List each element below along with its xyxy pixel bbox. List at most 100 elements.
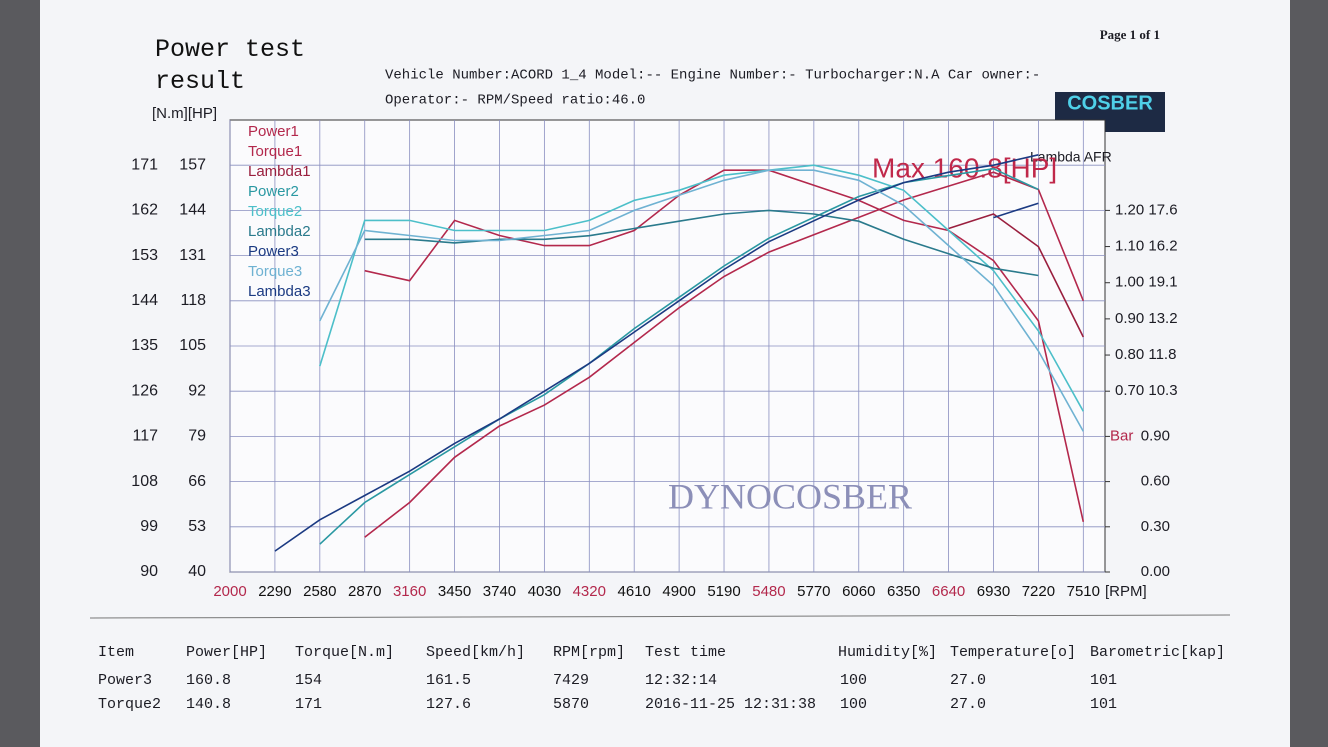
table-header: Power[HP] [186, 644, 267, 661]
table-cell: 2016-11-25 12:31:38 [645, 696, 816, 713]
lambda-tick-label: 0.80 11.8 [1115, 346, 1176, 363]
y-tick-label: 118 [180, 292, 206, 309]
legend-entry: Torque1 [248, 143, 302, 160]
x-tick-label: 4030 [528, 583, 561, 600]
table-cell: 154 [295, 672, 322, 689]
table-cell: 100 [840, 672, 867, 689]
y2-tick-label: 99 [140, 518, 158, 535]
series-line [319, 169, 1084, 432]
y2-tick-label: 90 [140, 563, 158, 580]
legend-entry: Power1 [248, 123, 299, 140]
right-unit-label: Lambda AFR [1030, 149, 1112, 165]
logo: COSBER [1067, 92, 1153, 114]
table-cell: 7429 [553, 672, 589, 689]
legend-entry: Power2 [248, 183, 299, 200]
x-tick-label: 5770 [797, 583, 830, 600]
legend-entry: Torque3 [248, 263, 302, 280]
x-tick-label: 7510 [1067, 583, 1100, 600]
table-header: Barometric[kap] [1090, 644, 1225, 661]
table-cell: 161.5 [426, 672, 471, 689]
series-line [948, 213, 1085, 338]
info-line: Operator:- RPM/Speed ratio:46.0 [385, 93, 645, 109]
series-line [319, 167, 1039, 545]
table-header: Temperature[o] [950, 644, 1076, 661]
y-tick-label: 53 [188, 518, 206, 535]
table-cell: 100 [840, 696, 867, 713]
series-line [993, 202, 1039, 219]
table-cell: Power3 [98, 672, 152, 689]
x-tick-label: 6640 [932, 583, 965, 600]
y2-tick-label: 117 [132, 428, 158, 445]
table-cell: 27.0 [950, 696, 986, 713]
bar-tick-label: 0.60 [1141, 473, 1170, 490]
x-tick-label: 2580 [303, 583, 336, 600]
table-cell: 160.8 [186, 672, 231, 689]
x-tick-label: 5190 [707, 583, 740, 600]
bar-tick-label: 0.30 [1141, 518, 1170, 535]
y-tick-label: 66 [188, 473, 206, 490]
table-header: Torque[N.m] [295, 644, 394, 661]
title-box: Power test result [155, 35, 306, 96]
y-tick-label: 40 [188, 563, 206, 580]
x-unit-label: [RPM] [1105, 583, 1147, 600]
y-tick-label: 105 [179, 337, 206, 354]
table-cell: 140.8 [186, 696, 231, 713]
x-tick-label: 6060 [842, 583, 875, 600]
y2-tick-label: 162 [131, 202, 158, 219]
table-cell: 171 [295, 696, 322, 713]
lambda-tick-label: 0.70 10.3 [1115, 382, 1178, 399]
table-cell: 5870 [553, 696, 589, 713]
table-cell: 101 [1090, 672, 1117, 689]
y2-tick-label: 135 [131, 337, 158, 354]
table-cell: 12:32:14 [645, 672, 717, 689]
x-tick-label: 3160 [393, 583, 426, 600]
y-unit-label: [N.m][HP] [152, 105, 217, 122]
info-line: Vehicle Number:ACORD 1_4 Model:-- Engine… [385, 68, 1040, 84]
table-cell: 101 [1090, 696, 1117, 713]
table-cell: 127.6 [426, 696, 471, 713]
x-tick-label: 2870 [348, 583, 381, 600]
table-rule [89, 614, 1231, 619]
watermark: DYNOCOSBER [668, 476, 912, 516]
legend-entry: Lambda2 [248, 223, 311, 240]
x-tick-label: 6350 [887, 583, 920, 600]
bar-tick-label: 0.90 [1141, 427, 1170, 444]
lambda-tick-label: 0.90 13.2 [1115, 310, 1178, 327]
x-tick-label: 6930 [977, 583, 1010, 600]
x-tick-label: 2000 [213, 583, 246, 600]
legend-entry: Lambda3 [248, 283, 311, 300]
x-tick-label: 4320 [573, 583, 606, 600]
legend-entry: Torque2 [248, 203, 302, 220]
y-tick-label: 157 [179, 156, 206, 173]
legend-entry: Power3 [248, 243, 299, 260]
series-line [364, 171, 1085, 538]
x-tick-label: 3740 [483, 583, 516, 600]
y2-tick-label: 144 [131, 292, 158, 309]
table-cell: 27.0 [950, 672, 986, 689]
table-cell: Torque2 [98, 696, 161, 713]
page-number: Page 1 of 1 [1100, 27, 1160, 42]
x-tick-label: 5480 [752, 583, 785, 600]
legend-entry: Lambda1 [248, 163, 311, 180]
y2-tick-label: 108 [131, 473, 158, 490]
series-line [319, 164, 1084, 412]
x-tick-label: 3450 [438, 583, 471, 600]
y-tick-label: 144 [179, 202, 206, 219]
x-tick-label: 4900 [662, 583, 695, 600]
y2-tick-label: 153 [131, 247, 158, 264]
lambda-tick-label: 1.20 17.6 [1115, 201, 1178, 218]
table-header: RPM[rpm] [553, 644, 625, 661]
x-tick-label: 2290 [258, 583, 291, 600]
lambda-tick-label: 1.00 19.1 [1115, 274, 1178, 291]
y-tick-label: 92 [188, 382, 206, 399]
title: Power test result [155, 35, 306, 96]
y-tick-label: 79 [188, 428, 206, 445]
x-tick-label: 7220 [1022, 583, 1055, 600]
x-tick-label: 4610 [618, 583, 651, 600]
series-line [274, 154, 1039, 552]
lambda-tick-label: 1.10 16.2 [1115, 238, 1178, 255]
table-header: Test time [645, 644, 726, 661]
table-header: Speed[km/h] [426, 644, 525, 661]
bar-tick-label: 0.00 [1141, 563, 1170, 580]
